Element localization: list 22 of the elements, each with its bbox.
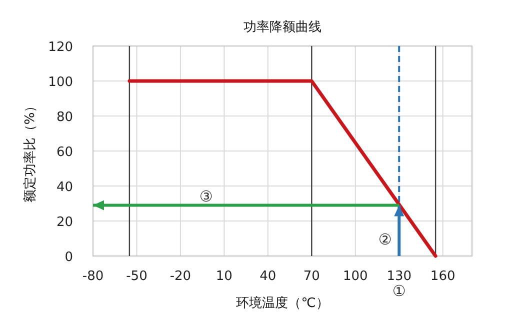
- x-tick-label: 70: [303, 269, 320, 284]
- x-tick-label: -50: [126, 269, 148, 284]
- y-axis-title: 额定功率比（%）: [22, 99, 38, 203]
- x-tick-label: 130: [386, 269, 412, 284]
- y-tick-label: 60: [56, 145, 73, 160]
- x-tick-label: 100: [342, 269, 368, 284]
- x-tick-label: 10: [216, 269, 232, 284]
- x-tick-label: -80: [82, 269, 104, 284]
- x-tick-label: -20: [170, 269, 192, 284]
- annotation: ②: [378, 230, 392, 249]
- x-axis-title: 环境温度（℃）: [236, 295, 329, 311]
- annotation: ③: [199, 187, 213, 206]
- x-tick-label: 40: [260, 269, 276, 284]
- y-tick-label: 120: [48, 40, 73, 55]
- chart-title: 功率降额曲线: [244, 19, 322, 35]
- text: ①: [392, 282, 406, 300]
- y-tick-label: 20: [56, 215, 73, 230]
- x-tick-label: 160: [430, 269, 456, 284]
- y-tick-label: 100: [48, 75, 73, 90]
- y-tick-label: 0: [64, 250, 73, 265]
- y-tick-label: 80: [56, 110, 73, 125]
- y-tick-label: 40: [56, 180, 73, 195]
